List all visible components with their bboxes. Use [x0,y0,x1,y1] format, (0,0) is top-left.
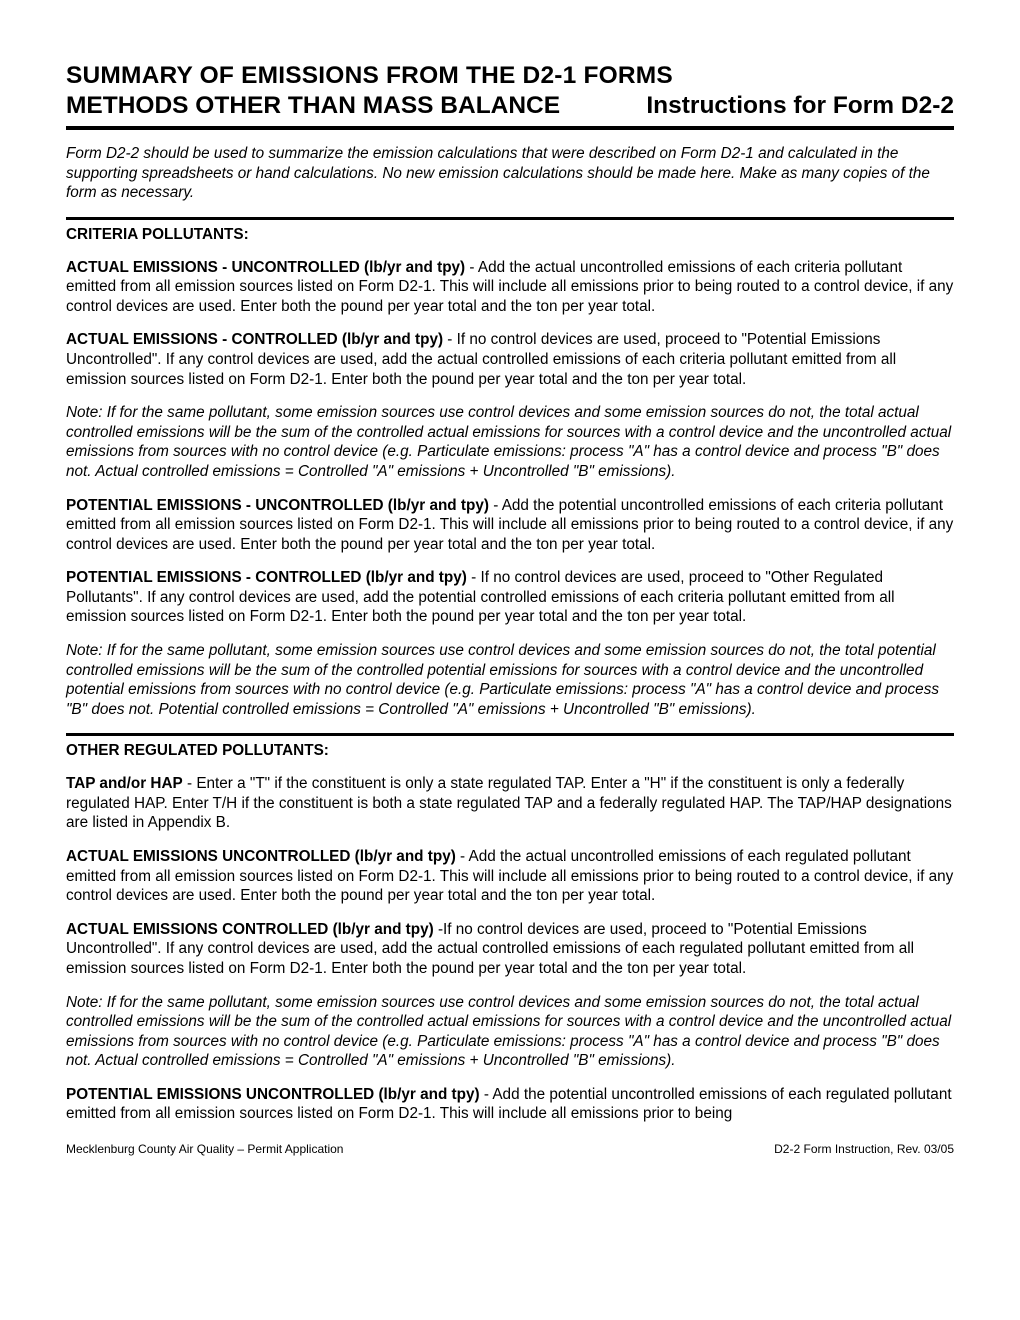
other-tap-hap: TAP and/or HAP - Enter a "T" if the cons… [66,774,954,833]
para-lead: ACTUAL EMISSIONS - CONTROLLED (lb/yr and… [66,331,443,348]
para-body: - Enter a "T" if the constituent is only… [66,775,952,831]
para-lead: POTENTIAL EMISSIONS UNCONTROLLED (lb/yr … [66,1086,480,1103]
criteria-actual-uncontrolled: ACTUAL EMISSIONS - UNCONTROLLED (lb/yr a… [66,258,954,317]
para-lead: ACTUAL EMISSIONS CONTROLLED (lb/yr and t… [66,921,434,938]
para-lead: ACTUAL EMISSIONS UNCONTROLLED (lb/yr and… [66,848,456,865]
para-lead: ACTUAL EMISSIONS - UNCONTROLLED (lb/yr a… [66,259,465,276]
footer-right: D2-2 Form Instruction, Rev. 03/05 [774,1142,954,1156]
footer-left: Mecklenburg County Air Quality – Permit … [66,1142,343,1156]
section-divider [66,733,954,736]
criteria-potential-uncontrolled: POTENTIAL EMISSIONS - UNCONTROLLED (lb/y… [66,496,954,555]
page-footer: Mecklenburg County Air Quality – Permit … [66,1142,954,1156]
section-heading-other: OTHER REGULATED POLLUTANTS: [66,742,954,760]
other-actual-controlled: ACTUAL EMISSIONS CONTROLLED (lb/yr and t… [66,920,954,979]
section-heading-criteria: CRITERIA POLLUTANTS: [66,226,954,244]
title-instructions: Instructions for Form D2-2 [646,92,954,120]
title-block: SUMMARY OF EMISSIONS FROM THE D2-1 FORMS… [66,62,954,130]
intro-paragraph: Form D2-2 should be used to summarize th… [66,144,954,203]
other-potential-uncontrolled: POTENTIAL EMISSIONS UNCONTROLLED (lb/yr … [66,1085,954,1124]
other-note-1: Note: If for the same pollutant, some em… [66,993,954,1071]
criteria-actual-controlled: ACTUAL EMISSIONS - CONTROLLED (lb/yr and… [66,330,954,389]
para-lead: POTENTIAL EMISSIONS - UNCONTROLLED (lb/y… [66,497,489,514]
page: SUMMARY OF EMISSIONS FROM THE D2-1 FORMS… [0,0,1020,1186]
title-methods: METHODS OTHER THAN MASS BALANCE [66,92,560,120]
section-divider [66,217,954,220]
criteria-potential-controlled: POTENTIAL EMISSIONS - CONTROLLED (lb/yr … [66,568,954,627]
title-line-1: SUMMARY OF EMISSIONS FROM THE D2-1 FORMS [66,62,954,90]
criteria-note-1: Note: If for the same pollutant, some em… [66,403,954,481]
other-actual-uncontrolled: ACTUAL EMISSIONS UNCONTROLLED (lb/yr and… [66,847,954,906]
para-lead: TAP and/or HAP [66,775,183,792]
criteria-note-2: Note: If for the same pollutant, some em… [66,641,954,719]
title-line-2: METHODS OTHER THAN MASS BALANCE Instruct… [66,92,954,120]
para-lead: POTENTIAL EMISSIONS - CONTROLLED (lb/yr … [66,569,467,586]
